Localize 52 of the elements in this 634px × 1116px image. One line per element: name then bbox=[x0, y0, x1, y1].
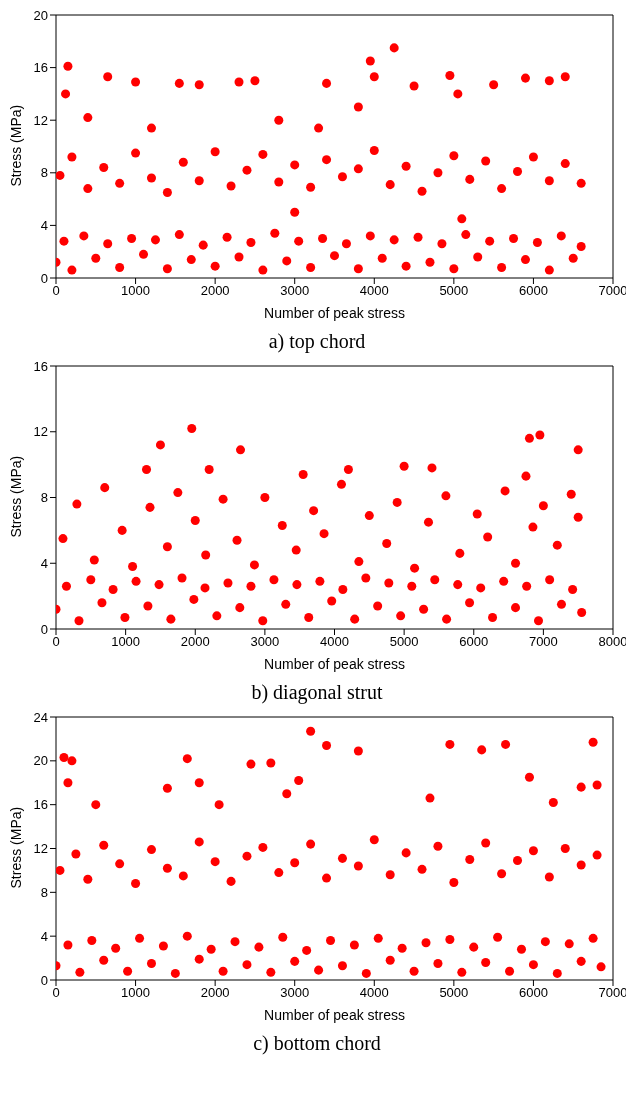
y-tick-label: 20 bbox=[33, 753, 48, 769]
x-tick-label: 8000 bbox=[598, 634, 628, 650]
y-tick-label: 16 bbox=[33, 797, 48, 813]
x-tick-label: 1000 bbox=[121, 283, 151, 299]
text: c) bottom chord bbox=[252, 1032, 382, 1055]
text: a) top chord bbox=[267, 330, 367, 353]
y-tick-label: 12 bbox=[33, 841, 48, 857]
y-tick-label: 0 bbox=[40, 621, 48, 637]
y-tick-label: 0 bbox=[40, 270, 48, 286]
x-tick-label: 1000 bbox=[111, 634, 141, 650]
x-tick-label: 0 bbox=[52, 985, 60, 1001]
y-axis-title: Stress (MPa) bbox=[7, 104, 24, 187]
x-axis-title: Number of peak stress bbox=[264, 305, 405, 321]
x-tick-label: 5000 bbox=[439, 283, 469, 299]
x-tick-label: 5000 bbox=[389, 634, 419, 650]
y-tick-label: 4 bbox=[40, 218, 48, 234]
y-tick-label: 8 bbox=[40, 490, 48, 506]
y-axis-title: Stress (MPa) bbox=[7, 455, 24, 538]
y-tick-label: 24 bbox=[33, 709, 48, 725]
y-tick-label: 16 bbox=[33, 358, 48, 374]
y-tick-label: 8 bbox=[40, 165, 48, 181]
x-tick-label: 3000 bbox=[280, 985, 310, 1001]
x-tick-label: 3000 bbox=[250, 634, 280, 650]
text: b) diagonal strut bbox=[250, 681, 384, 704]
x-tick-label: 0 bbox=[52, 283, 60, 299]
x-tick-label: 2000 bbox=[200, 985, 230, 1001]
x-tick-label: 7000 bbox=[598, 985, 628, 1001]
x-tick-label: 1000 bbox=[121, 985, 151, 1001]
y-axis-title: Stress (MPa) bbox=[7, 806, 24, 889]
y-tick-label: 8 bbox=[40, 884, 48, 900]
x-tick-label: 6000 bbox=[518, 985, 548, 1001]
x-tick-label: 6000 bbox=[459, 634, 489, 650]
y-tick-label: 12 bbox=[33, 112, 48, 128]
y-tick-label: 20 bbox=[33, 7, 48, 23]
y-tick-label: 0 bbox=[40, 972, 48, 988]
x-tick-label: 4000 bbox=[359, 283, 389, 299]
x-tick-label: 5000 bbox=[439, 985, 469, 1001]
x-tick-label: 7000 bbox=[598, 283, 628, 299]
x-tick-label: 2000 bbox=[180, 634, 210, 650]
y-tick-label: 16 bbox=[33, 60, 48, 76]
x-tick-label: 7000 bbox=[528, 634, 558, 650]
x-tick-label: 0 bbox=[52, 634, 60, 650]
y-tick-label: 12 bbox=[33, 424, 48, 440]
x-tick-label: 4000 bbox=[359, 985, 389, 1001]
x-tick-label: 4000 bbox=[320, 634, 349, 650]
y-tick-label: 4 bbox=[40, 555, 48, 571]
x-tick-label: 2000 bbox=[200, 283, 230, 299]
x-tick-label: 6000 bbox=[518, 283, 548, 299]
x-axis-title: Number of peak stress bbox=[264, 656, 405, 672]
x-tick-label: 3000 bbox=[280, 283, 310, 299]
x-axis-title: Number of peak stress bbox=[264, 1007, 405, 1023]
y-tick-label: 4 bbox=[40, 928, 48, 944]
